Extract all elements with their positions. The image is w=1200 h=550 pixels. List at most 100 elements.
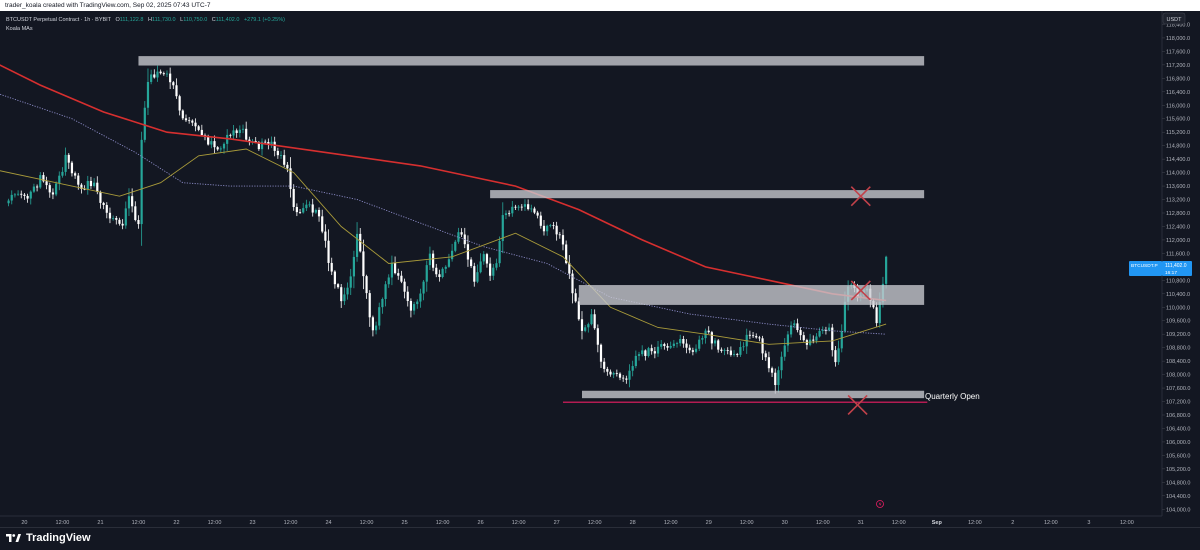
y-tick-label: 105,200.0 [1166,467,1190,473]
candle [403,281,406,292]
candle [603,361,606,369]
candle [615,373,618,374]
candle [590,314,593,325]
candle [229,134,232,136]
candle [644,350,647,356]
candle [112,218,115,219]
candle [748,334,751,336]
candle [875,307,878,324]
candle [577,301,580,320]
candle [447,259,451,267]
candle [96,182,99,192]
candle [834,350,837,363]
x-tick-label: 12:00 [284,520,298,526]
x-tick-label: 12:00 [132,520,146,526]
candle [451,250,454,260]
candle [32,186,36,192]
candle [653,351,656,354]
y-tick-label: 109,600.0 [1166,319,1190,325]
candle [837,348,840,363]
candle [739,347,742,355]
candle [542,225,546,232]
candle [156,71,159,78]
candle [495,263,498,268]
x-tick-label: 27 [554,520,560,526]
candle [694,348,698,352]
candle [558,234,561,236]
candle [102,202,105,206]
candle [717,340,720,350]
candle [758,337,761,339]
candle [840,331,843,349]
candle [815,336,818,341]
candle [533,208,536,213]
candle [454,241,457,251]
x-tick-label: 12:00 [208,520,222,526]
candle [821,330,824,331]
candle [121,223,124,226]
tradingview-brand[interactable]: TradingView [6,532,91,544]
candle [508,213,511,215]
candle [824,330,828,331]
time-axis[interactable]: 20 12:00 21 12:00 22 12:00 23 12:00 24 12:00 25 12:… [0,515,1162,526]
candle [39,175,42,188]
candle [245,128,248,140]
x-tick-label: 26 [478,520,484,526]
candle [308,204,311,206]
candle [634,355,637,367]
candle [419,293,422,302]
candle [207,137,210,145]
candle [99,191,102,203]
candle [7,200,10,204]
candle [637,354,641,356]
candle [289,168,292,189]
candle [698,339,701,349]
supply-demand-zone [578,285,925,305]
candle [194,122,197,127]
candle [83,188,86,190]
candle [115,218,118,220]
x-tick-label: 29 [706,520,712,526]
candle [799,330,802,336]
candle [340,287,343,302]
y-tick-label: 107,600.0 [1166,386,1190,392]
x-tick-label: 3 [1087,520,1090,526]
indicator-label: Koala MAs [6,26,33,32]
svg-text:BTCUSDT Perpetual Contract · 1: BTCUSDT Perpetual Contract · 1h · BYBIT … [6,17,285,23]
candle [660,344,663,347]
x-tick-label: 12:00 [436,520,450,526]
candle [169,73,172,83]
chart-area[interactable]: BTCUSDT Perpetual Contract · 1h · BYBIT … [0,11,1200,527]
candle [523,204,527,207]
candle [501,215,504,242]
candle [267,142,270,145]
x-tick-label: 12:00 [664,520,678,526]
candle [131,196,134,207]
candle [175,85,178,97]
price-axis[interactable]: 104,000.0 104,400.0 104,800.0 105,200.0 105,… [1161,11,1190,516]
candle [767,357,771,369]
candle [302,208,305,213]
y-tick-label: 116,000.0 [1166,103,1190,109]
candle [61,171,64,176]
event-icon[interactable] [876,500,884,508]
price-chart[interactable]: BTCUSDT Perpetual Contract · 1h · BYBIT … [0,11,1200,527]
candle [584,327,587,331]
candle [292,188,295,208]
x-tick-label: 23 [249,520,255,526]
candle [843,301,847,332]
candle [93,182,96,187]
candle [349,276,352,288]
candle [286,164,289,169]
y-tick-label: 104,000.0 [1166,507,1190,513]
candle [368,293,371,318]
candles [7,65,888,394]
candle [270,141,273,145]
candle [812,339,815,341]
candle [273,141,276,151]
last-price-value: 111,402.0 [1165,263,1187,269]
candle [257,142,260,150]
candle [219,148,222,150]
candle [482,254,485,262]
candle [10,194,13,201]
